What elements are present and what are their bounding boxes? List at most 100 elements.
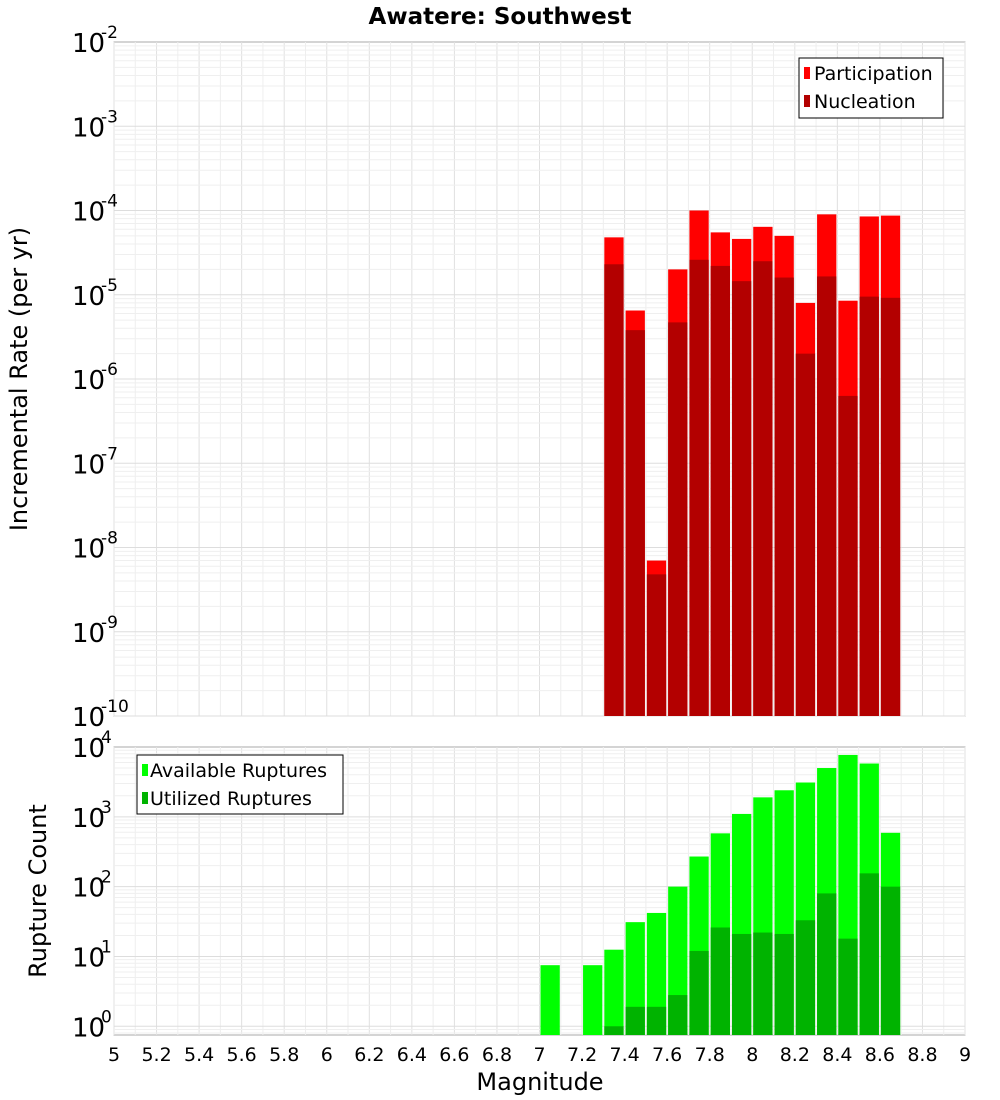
legend-label-participation: Participation [814, 63, 933, 85]
svg-text:-7: -7 [101, 444, 118, 464]
svg-text:-5: -5 [101, 276, 118, 296]
bottom-bar-a [540, 965, 560, 1035]
svg-text:3: 3 [101, 798, 112, 818]
x-ticks: 5 5.2 5.4 5.6 5.8 6 6.2 6.4 6.6 6.8 7 7.2 7.4 7.6 7.8 8… [108, 1044, 971, 1066]
bottom-bar-b [774, 933, 794, 1035]
x-tick-label: 7.8 [695, 1044, 725, 1066]
top-bar-b [880, 297, 901, 716]
svg-text:-8: -8 [101, 529, 118, 549]
legend-swatch-participation [804, 67, 810, 79]
svg-text:-9: -9 [101, 613, 118, 633]
bottom-bar-a [625, 922, 645, 1035]
top-y-tick-label: 10-8 [72, 529, 118, 565]
bottom-bar-b [795, 920, 816, 1035]
x-tick-label: 7.6 [652, 1044, 682, 1066]
chart-title: Awatere: Southwest [369, 4, 632, 30]
bottom-bar-b [859, 873, 879, 1035]
top-bar-b [710, 265, 730, 716]
svg-text:1: 1 [101, 937, 112, 957]
bottom-bar-a [583, 965, 603, 1035]
x-tick-label: 6 [321, 1044, 333, 1066]
top-bar-b [625, 330, 645, 716]
legend-swatch-utilized-ruptures [142, 792, 148, 804]
x-tick-label: 6.8 [482, 1044, 512, 1066]
x-tick-label: 7 [533, 1044, 545, 1066]
top-bar-b [838, 395, 858, 716]
bottom-bar-b [817, 893, 837, 1035]
svg-text:10: 10 [72, 1013, 105, 1043]
legend-swatch-nucleation [804, 95, 810, 107]
top-bar-b [646, 574, 667, 716]
legend-swatch-available-ruptures [142, 764, 148, 776]
svg-text:10: 10 [72, 734, 105, 764]
svg-text:10: 10 [72, 804, 105, 834]
bottom-bar-b [625, 1006, 645, 1035]
top-y-ticks: 10-210-310-410-510-610-710-810-910-10 [72, 23, 129, 733]
top-y-tick-label: 10-10 [72, 697, 129, 733]
top-bar-b [859, 296, 879, 716]
top-y-tick-label: 10-7 [72, 444, 118, 480]
top-bar-b [731, 281, 752, 716]
top-y-tick-label: 10-4 [72, 192, 118, 228]
svg-text:10: 10 [72, 874, 105, 904]
x-tick-label: 8.8 [907, 1044, 937, 1066]
top-legend: Participation Nucleation [798, 57, 944, 119]
x-tick-label: 8.6 [865, 1044, 895, 1066]
legend-label-available-ruptures: Available Ruptures [150, 760, 327, 782]
x-tick-label: 5.4 [184, 1044, 214, 1066]
bottom-bar-b [753, 932, 773, 1035]
svg-text:-6: -6 [101, 360, 118, 380]
top-bar-b [689, 259, 709, 716]
top-y-tick-label: 10-3 [72, 107, 118, 143]
svg-text:10: 10 [72, 198, 105, 228]
x-tick-label: 5.2 [141, 1044, 171, 1066]
svg-text:10: 10 [72, 703, 105, 733]
top-y-tick-label: 10-6 [72, 360, 118, 396]
x-axis-label: Magnitude [476, 1068, 603, 1096]
svg-text:10: 10 [72, 29, 105, 59]
top-bars [604, 210, 901, 717]
bottom-bar-b [604, 1026, 624, 1035]
bottom-bar-b [646, 1006, 667, 1035]
bottom-legend-box [136, 754, 344, 815]
x-tick-label: 5 [108, 1044, 120, 1066]
legend-label-utilized-ruptures: Utilized Ruptures [150, 788, 312, 810]
x-tick-label: 7.4 [609, 1044, 639, 1066]
bottom-legend: Available Ruptures Utilized Ruptures [136, 754, 344, 815]
top-y-tick-label: 10-5 [72, 276, 118, 312]
top-panel: 10-210-310-410-510-610-710-810-910-10 In… [5, 23, 966, 733]
svg-text:10: 10 [72, 943, 105, 973]
top-y-tick-label: 10-2 [72, 23, 118, 59]
x-tick-label: 8.4 [822, 1044, 852, 1066]
svg-text:-3: -3 [101, 107, 118, 127]
svg-text:-4: -4 [101, 192, 118, 212]
svg-text:-2: -2 [101, 23, 118, 43]
svg-text:10: 10 [72, 619, 105, 649]
top-y-axis-label: Incremental Rate (per yr) [5, 227, 33, 531]
top-legend-box [798, 57, 944, 119]
svg-text:4: 4 [101, 728, 112, 748]
bottom-bar-b [731, 933, 752, 1035]
top-bar-b [795, 353, 816, 716]
bottom-bar-b [710, 927, 730, 1035]
x-tick-label: 8.2 [780, 1044, 810, 1066]
bottom-y-tick-label: 104 [72, 728, 112, 764]
x-tick-label: 6.2 [354, 1044, 384, 1066]
x-tick-label: 6.4 [397, 1044, 427, 1066]
bottom-bar-a [646, 912, 667, 1035]
bottom-y-tick-label: 102 [72, 868, 112, 904]
legend-label-nucleation: Nucleation [814, 91, 916, 113]
top-bar-b [668, 322, 688, 716]
x-tick-label: 9 [959, 1044, 971, 1066]
x-tick-label: 8 [746, 1044, 758, 1066]
x-tick-label: 6.6 [439, 1044, 469, 1066]
svg-text:-10: -10 [101, 697, 129, 717]
svg-text:10: 10 [72, 113, 105, 143]
bottom-bar-a [604, 949, 624, 1035]
x-tick-label: 7.2 [567, 1044, 597, 1066]
x-tick-label: 5.8 [269, 1044, 299, 1066]
bottom-y-tick-label: 100 [72, 1007, 112, 1043]
